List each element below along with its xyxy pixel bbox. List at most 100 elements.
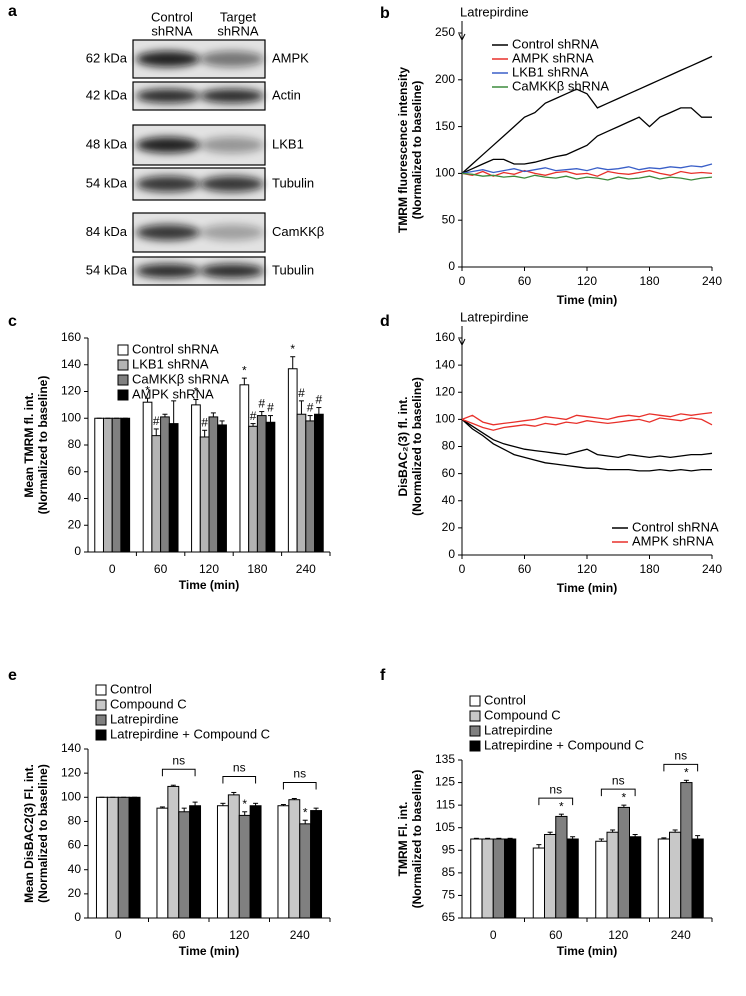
y-axis-label: DisBAC₂(3) fl. int. bbox=[396, 397, 410, 497]
significance-mark: * bbox=[559, 799, 564, 813]
protein-label: Tubulin bbox=[272, 262, 314, 277]
x-axis-label: Time (min) bbox=[557, 581, 617, 595]
bracket bbox=[538, 797, 574, 806]
series-line bbox=[461, 169, 713, 177]
x-tick-label: 240 bbox=[296, 562, 316, 576]
series-line bbox=[461, 172, 713, 181]
protein-label: LKB1 bbox=[272, 136, 304, 151]
legend-label: Latrepirdine + Compound C bbox=[484, 737, 644, 752]
y-axis-label: (Normalized to baseline) bbox=[36, 764, 50, 903]
y-axis-label: (Normalized to baseline) bbox=[410, 81, 424, 220]
bar bbox=[216, 805, 229, 919]
significance-mark: * bbox=[145, 383, 150, 397]
bar bbox=[691, 838, 704, 919]
legend-swatch bbox=[469, 740, 481, 752]
y-tick-label: 20 bbox=[68, 517, 82, 531]
x-tick-label: 120 bbox=[229, 928, 249, 942]
legend-swatch bbox=[469, 710, 481, 722]
y-tick-label: 0 bbox=[448, 547, 455, 561]
bar bbox=[111, 417, 122, 553]
bar bbox=[208, 416, 219, 553]
bracket-label: ns bbox=[612, 773, 625, 787]
y-tick-label: 160 bbox=[61, 330, 81, 344]
legend-label: Control bbox=[484, 692, 526, 707]
y-tick-label: 250 bbox=[435, 25, 455, 39]
protein-label: CamKKβ bbox=[272, 224, 324, 239]
y-tick-label: 60 bbox=[68, 464, 82, 478]
y-tick-label: 40 bbox=[442, 493, 456, 507]
x-tick-label: 180 bbox=[639, 274, 659, 288]
panel-label: d bbox=[380, 313, 390, 330]
lane-label: Target bbox=[220, 9, 257, 24]
series-line bbox=[461, 418, 712, 472]
significance-mark: # bbox=[298, 386, 305, 400]
band bbox=[200, 264, 264, 278]
bar bbox=[167, 785, 180, 919]
legend-swatch bbox=[95, 684, 107, 696]
bar bbox=[296, 413, 307, 553]
bar bbox=[94, 417, 104, 553]
y-tick-label: 120 bbox=[61, 765, 81, 779]
bar bbox=[504, 838, 517, 919]
kda-label: 48 kDa bbox=[86, 136, 128, 151]
y-tick-label: 120 bbox=[435, 384, 455, 398]
bracket-label: ns bbox=[293, 767, 306, 781]
y-tick-label: 80 bbox=[68, 437, 82, 451]
y-tick-label: 160 bbox=[435, 330, 455, 344]
legend-label: AMPK shRNA bbox=[132, 386, 214, 401]
x-tick-label: 120 bbox=[577, 562, 597, 576]
y-tick-label: 200 bbox=[435, 72, 455, 86]
band bbox=[136, 89, 200, 103]
bar bbox=[248, 425, 258, 553]
significance-mark: # bbox=[307, 401, 314, 415]
series-line bbox=[461, 417, 713, 431]
bar bbox=[106, 796, 119, 919]
x-tick-label: 0 bbox=[459, 274, 466, 288]
band bbox=[136, 51, 200, 67]
legend-label: Control shRNA bbox=[512, 36, 599, 51]
x-tick-label: 180 bbox=[639, 562, 659, 576]
y-tick-label: 60 bbox=[442, 466, 456, 480]
y-axis-label: (Normalized to baseline) bbox=[36, 376, 50, 515]
significance-mark: # bbox=[258, 397, 265, 411]
bar bbox=[95, 796, 108, 919]
significance-mark: * bbox=[684, 765, 689, 779]
legend-label: AMPK shRNA bbox=[632, 533, 714, 548]
band bbox=[200, 176, 264, 192]
bar bbox=[310, 810, 323, 919]
legend-swatch bbox=[117, 344, 129, 356]
bar bbox=[617, 806, 630, 919]
panel-label: c bbox=[8, 313, 17, 330]
y-tick-label: 150 bbox=[435, 119, 455, 133]
legend-swatch bbox=[95, 714, 107, 726]
legend-label: CaMKKβ shRNA bbox=[512, 78, 609, 93]
bracket bbox=[663, 763, 699, 772]
kda-label: 84 kDa bbox=[86, 224, 128, 239]
y-tick-label: 105 bbox=[435, 820, 455, 834]
x-tick-label: 240 bbox=[702, 274, 722, 288]
significance-mark: # bbox=[267, 401, 274, 415]
y-tick-label: 0 bbox=[74, 910, 81, 924]
significance-mark: * bbox=[242, 797, 247, 811]
y-tick-label: 50 bbox=[442, 212, 456, 226]
band bbox=[200, 89, 264, 103]
y-tick-label: 125 bbox=[435, 775, 455, 789]
bar bbox=[227, 794, 240, 919]
lane-label: shRNA bbox=[217, 23, 259, 38]
bar bbox=[191, 404, 201, 553]
legend-swatch bbox=[95, 699, 107, 711]
bar bbox=[128, 796, 141, 919]
y-axis-label: TMRM fluorescence intensity bbox=[396, 67, 410, 233]
band bbox=[136, 224, 200, 241]
panel-label: f bbox=[380, 667, 386, 684]
band bbox=[136, 264, 200, 278]
bar bbox=[680, 782, 693, 919]
bar bbox=[238, 814, 251, 919]
bar bbox=[151, 435, 162, 553]
annotation-arrowhead bbox=[458, 338, 466, 347]
bar bbox=[299, 823, 312, 919]
bar bbox=[256, 415, 267, 553]
x-axis-label: Time (min) bbox=[557, 944, 617, 958]
significance-mark: * bbox=[290, 342, 295, 356]
